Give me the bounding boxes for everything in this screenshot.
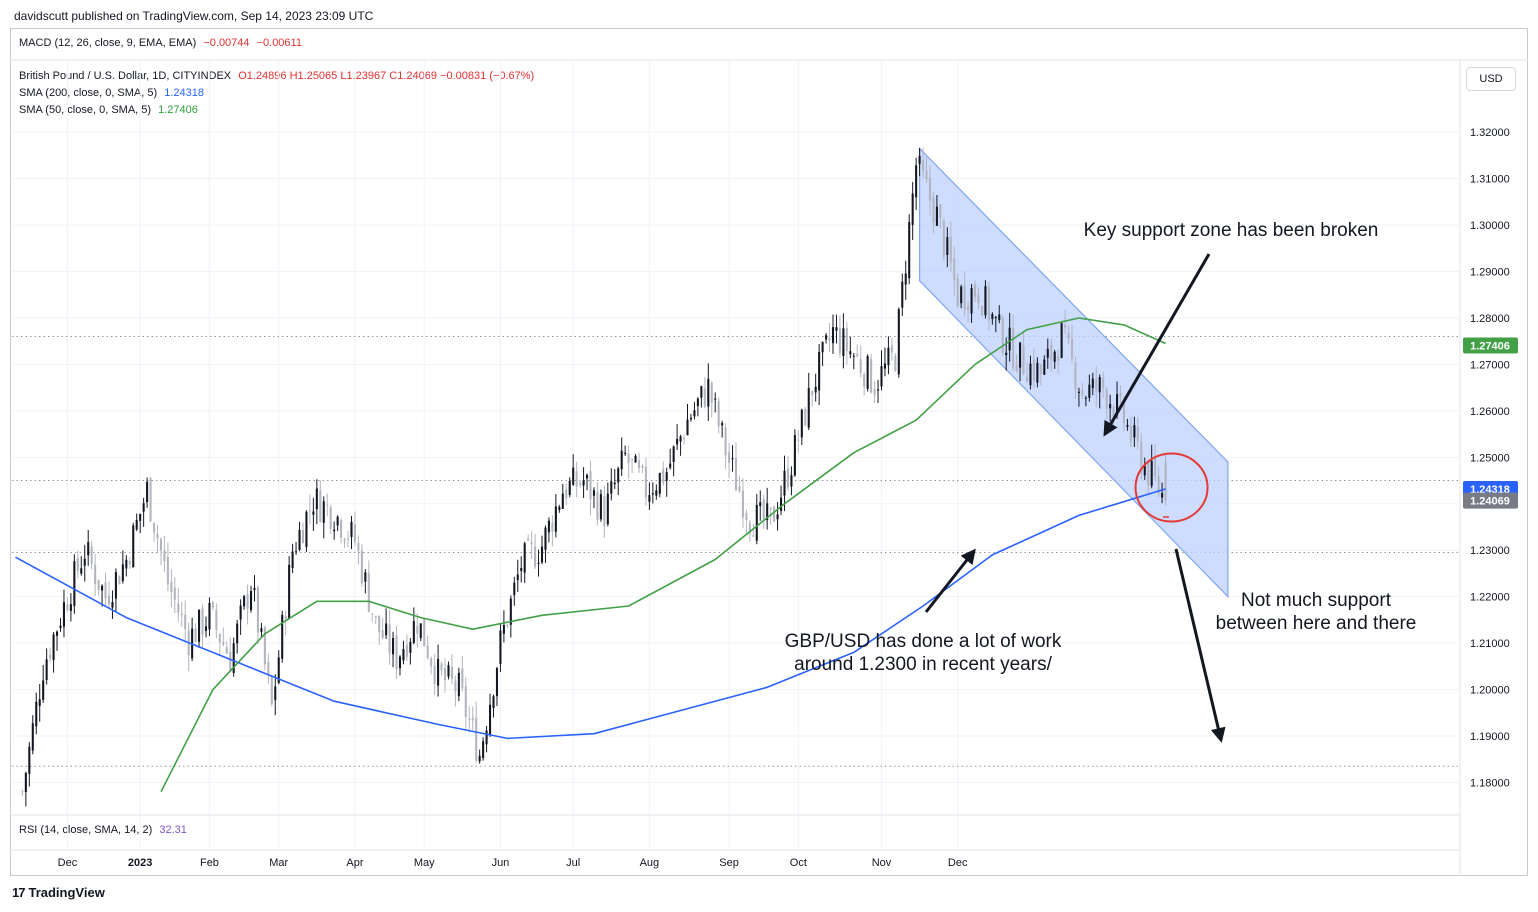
macd-label: MACD (12, 26, close, 9, EMA, EMA) <box>19 37 197 49</box>
rsi-legend[interactable]: RSI (14, close, SMA, 14, 2) 32.31 <box>19 824 191 836</box>
sma200-label: SMA (200, close, 0, SMA, 5) <box>19 87 158 99</box>
macd-value-1: −0.00744 <box>203 37 250 49</box>
sma200-value: 1.24318 <box>164 87 204 99</box>
rsi-value: 32.31 <box>159 824 187 836</box>
rsi-label: RSI (14, close, SMA, 14, 2) <box>19 824 153 836</box>
tradingview-wordmark: TradingView <box>28 885 105 900</box>
symbol-name: British Pound / U.S. Dollar, 1D, CITYIND… <box>19 70 232 82</box>
sma50-label: SMA (50, close, 0, SMA, 5) <box>19 104 152 116</box>
sma50-legend[interactable]: SMA (50, close, 0, SMA, 5) 1.27406 <box>19 104 202 116</box>
footer-brand[interactable]: 17 TradingView <box>12 885 105 900</box>
tradingview-logo-icon: 17 <box>12 885 26 900</box>
published-info: davidscutt published on TradingView.com,… <box>14 9 374 23</box>
macd-value-2: −0.00611 <box>256 37 302 49</box>
sma50-value: 1.27406 <box>158 104 198 116</box>
chart-frame <box>10 28 1528 876</box>
macd-legend[interactable]: MACD (12, 26, close, 9, EMA, EMA) −0.007… <box>19 37 306 49</box>
ohlc-values: O1.24896 H1.25065 L1.23967 C1.24069 −0.0… <box>238 70 535 82</box>
symbol-legend[interactable]: British Pound / U.S. Dollar, 1D, CITYIND… <box>19 70 538 82</box>
currency-button[interactable]: USD <box>1466 67 1516 91</box>
sma200-legend[interactable]: SMA (200, close, 0, SMA, 5) 1.24318 <box>19 87 208 99</box>
